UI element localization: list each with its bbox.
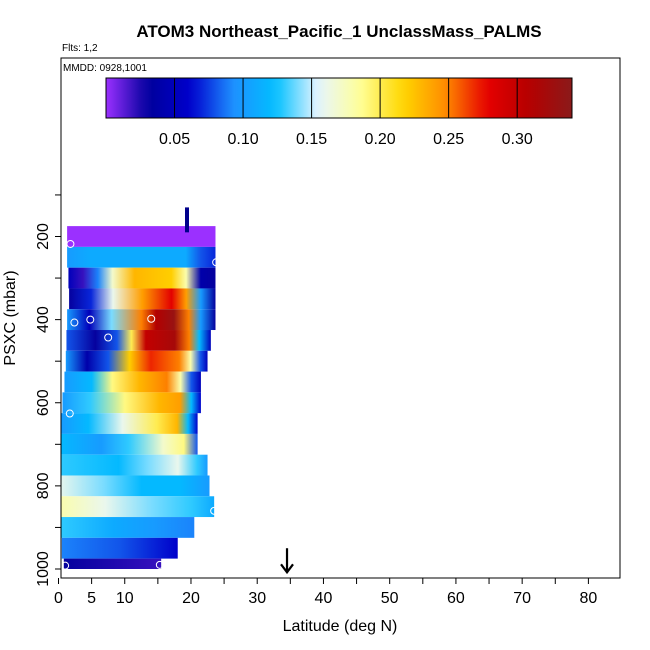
colorbar: 0.05 0.10 0.15 0.20 0.25 0.30	[105, 77, 573, 148]
plot-frame	[60, 57, 621, 579]
chart-title: ATOM3 Northeast_Pacific_1 UnclassMass_PA…	[136, 22, 541, 41]
heatmap-row	[61, 517, 195, 538]
heatmap-row	[63, 558, 162, 569]
latitude-arrow-head	[280, 563, 294, 575]
sample-point	[66, 239, 75, 248]
heatmap-row	[67, 246, 216, 268]
y-tick-label: 200	[35, 223, 52, 250]
y-tick-label: 400	[35, 306, 52, 333]
sample-point	[86, 315, 95, 324]
colorbar-tick-label: 0.15	[296, 131, 327, 148]
x-tick-label: 0	[54, 590, 63, 607]
sample-point	[210, 506, 219, 515]
x-tick-label: 30	[248, 590, 266, 607]
colorbar-gradient	[105, 77, 573, 119]
x-tick-label: 80	[580, 590, 598, 607]
y-axis: 200 400 600 800 1000	[35, 194, 61, 587]
x-tick-label: 50	[381, 590, 399, 607]
flights-label: Flts: 1,2	[62, 43, 98, 54]
y-tick-label: 800	[35, 472, 52, 499]
sample-point	[61, 561, 70, 570]
sample-point	[70, 318, 79, 327]
x-tick-label: 70	[513, 590, 531, 607]
heatmap-row	[68, 267, 216, 289]
sample-point	[212, 258, 221, 267]
heatmap-row	[61, 454, 208, 476]
sample-point	[155, 560, 164, 569]
x-tick-label: 20	[182, 590, 200, 607]
heatmap-row	[61, 537, 178, 559]
sample-point	[65, 409, 74, 418]
x-tick-label: 40	[315, 590, 333, 607]
x-tick-label: 5	[87, 590, 96, 607]
heatmap-row	[61, 433, 198, 455]
dates-label: MMDD: 0928,1001	[63, 63, 147, 74]
markers-layer	[185, 207, 294, 575]
sample-point	[104, 333, 113, 342]
colorbar-tick-label: 0.10	[227, 131, 258, 148]
y-axis-label: PSXC (mbar)	[2, 270, 19, 365]
y-tick-label: 1000	[35, 551, 52, 587]
x-tick-label: 10	[116, 590, 134, 607]
x-tick-label: 60	[447, 590, 465, 607]
colorbar-tick-label: 0.25	[433, 131, 464, 148]
heatmap-row	[67, 309, 216, 331]
heatmap-layer	[61, 226, 216, 569]
heatmap-row	[61, 475, 210, 497]
heatmap-row	[62, 392, 201, 414]
x-axis-label: Latitude (deg N)	[283, 618, 398, 635]
heatmap-row	[61, 496, 215, 518]
heatmap-row	[61, 413, 198, 434]
y-tick-label: 600	[35, 389, 52, 416]
heatmap-row	[64, 371, 201, 393]
heatmap-row	[67, 226, 216, 247]
colorbar-tick-label: 0.20	[365, 131, 396, 148]
colorbar-tick-label: 0.30	[502, 131, 533, 148]
colorbar-tick-label: 0.05	[159, 131, 190, 148]
sample-points-layer	[61, 239, 221, 570]
heatmap-row	[65, 350, 208, 372]
heatmap-row	[69, 288, 216, 310]
x-axis: 0 5 10 20 30 40 50 60 70 80	[54, 578, 597, 607]
heatmap-row	[66, 330, 211, 351]
sample-point	[147, 314, 156, 323]
